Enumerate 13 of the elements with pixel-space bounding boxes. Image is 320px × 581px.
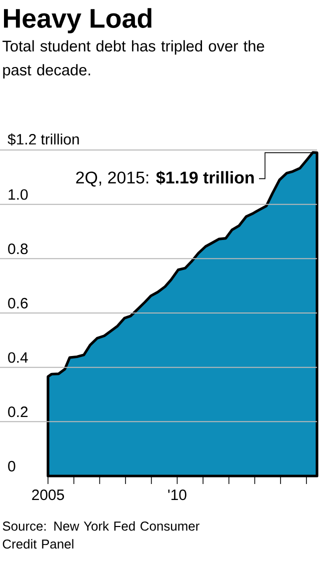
chart-subtitle: Total student debt has tripled over the past decade. (2, 40, 264, 78)
y-tick-label: 0.2 (8, 406, 28, 418)
chart-title: Heavy Load (4, 8, 152, 34)
y-tick-label: 1.0 (8, 189, 28, 200)
y-tick-label: 0.8 (8, 244, 28, 254)
y-tick-label: 0 (8, 460, 16, 472)
y-tick-label: $1.2 trillion (8, 133, 79, 146)
x-tick-label: 2005 (32, 490, 64, 500)
y-tick-label: 0.6 (8, 298, 28, 308)
y-tick-label: 0.4 (8, 352, 28, 363)
annotation: 2Q, 2015: $1.19 trillion (76, 170, 254, 187)
source-note: Source: New York Fed Consumer Credit Panel (2, 521, 200, 549)
x-tick-label: '10 (168, 490, 186, 500)
